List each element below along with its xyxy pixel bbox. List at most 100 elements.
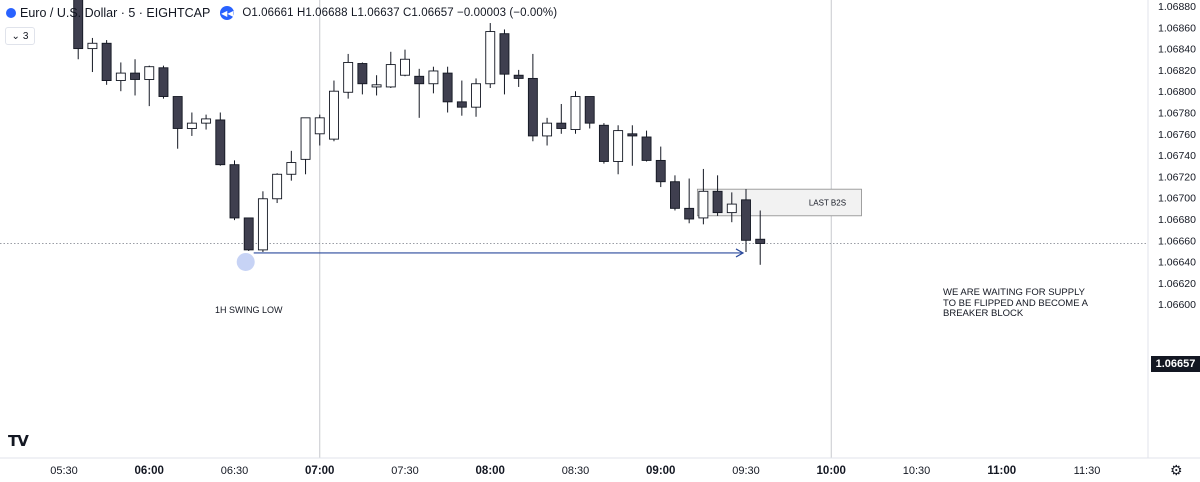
bullish-candle — [201, 118, 212, 124]
bullish-candle — [272, 173, 283, 200]
swing-low-dot — [236, 252, 255, 271]
bullish-candle — [570, 96, 581, 130]
flag-icon — [6, 8, 16, 18]
bearish-candle — [130, 72, 140, 80]
bearish-candle — [442, 72, 453, 103]
time-tick-label: 07:30 — [391, 465, 419, 477]
bearish-candle — [670, 181, 680, 209]
bullish-candle — [428, 70, 439, 85]
bearish-candle — [584, 96, 595, 124]
bullish-candle — [471, 83, 481, 108]
bullish-candle — [314, 117, 325, 135]
bearish-candle — [712, 190, 723, 214]
time-tick-label: 11:30 — [1074, 465, 1101, 477]
bearish-candle — [172, 96, 183, 129]
time-tick-label: 08:30 — [562, 465, 590, 477]
bearish-candle — [414, 75, 425, 85]
bearish-candle — [73, 0, 84, 50]
price-axis-bg — [1148, 0, 1200, 458]
bearish-candle — [215, 119, 226, 166]
note-line-2: TO BE FLIPPED AND BECOME A — [943, 297, 1089, 309]
price-tick-label: 1.06700 — [1158, 193, 1196, 205]
price-tick-label: 1.06620 — [1158, 278, 1196, 290]
bearish-candle — [243, 217, 254, 251]
price-tick-label: 1.06780 — [1158, 108, 1196, 120]
ohlc-readout: O1.06661 H1.06688 L1.06637 C1.06657 −0.0… — [242, 7, 557, 19]
bullish-candle — [87, 42, 98, 50]
price-tick-label: 1.06820 — [1158, 65, 1196, 77]
time-tick-label: 10:30 — [903, 465, 931, 477]
bearish-candle — [684, 207, 695, 220]
bullish-candle — [371, 84, 382, 88]
bullish-candle — [400, 58, 410, 76]
chevron-down-icon: ⌄ — [11, 30, 20, 42]
time-tick-label: 09:30 — [732, 465, 760, 477]
time-tick-label: 06:00 — [135, 465, 164, 477]
tradingview-logo[interactable]: TV — [8, 432, 29, 450]
bearish-candle — [741, 199, 751, 241]
indicator-collapse-button[interactable]: ⌄ 3 — [5, 27, 35, 45]
bearish-candle — [598, 124, 609, 162]
bullish-candle — [698, 190, 709, 219]
candle-layer — [73, 0, 766, 265]
bearish-candle — [641, 136, 652, 161]
price-tick-label: 1.06720 — [1158, 171, 1196, 183]
bullish-candle — [257, 198, 268, 251]
bearish-candle — [627, 133, 638, 137]
indicator-count: 3 — [22, 30, 29, 42]
symbol-header: Euro / U.S. Dollar · 5 · EIGHTCAP ◀◀ O1.… — [6, 6, 557, 20]
low-value: 1.06637 — [357, 7, 400, 19]
gear-icon[interactable]: ⚙ — [1170, 462, 1183, 478]
bearish-candle — [101, 42, 112, 82]
annotation-note: WE ARE WAITING FOR SUPPLY TO BE FLIPPED … — [943, 287, 1089, 320]
swing-low-label: 1H SWING LOW — [215, 305, 283, 315]
bearish-candle — [527, 77, 538, 137]
level-layer: 1H SWING LOW — [215, 248, 745, 315]
open-label: O — [242, 7, 252, 19]
high-label: H — [296, 7, 306, 19]
bearish-candle — [655, 159, 666, 183]
price-tick-label: 1.06800 — [1158, 86, 1196, 98]
zone-layer: LAST B2S — [696, 188, 862, 217]
time-tick-label: 08:00 — [476, 465, 505, 477]
high-value: 1.06688 — [305, 7, 348, 19]
close-value: 1.06657 — [411, 7, 454, 19]
price-tick-label: 1.06660 — [1158, 235, 1196, 247]
grid-layer — [0, 0, 1146, 458]
last-price-tag: 1.06657 — [1151, 356, 1200, 372]
price-tick-label: 1.06860 — [1158, 22, 1196, 34]
note-line-3: BREAKER BLOCK — [943, 308, 1024, 319]
price-tick-label: 1.06740 — [1158, 150, 1196, 162]
bearish-candle — [158, 67, 169, 97]
bullish-candle — [613, 130, 624, 162]
bearish-candle — [456, 101, 467, 108]
time-tick-label: 09:00 — [646, 465, 675, 477]
time-tick-label: 07:00 — [305, 465, 334, 477]
note-line-1: WE ARE WAITING FOR SUPPLY — [943, 287, 1085, 298]
change-value: −0.00003 (−0.00%) — [457, 7, 558, 19]
arrow-head — [735, 248, 745, 258]
bullish-candle — [115, 72, 126, 82]
symbol-title[interactable]: Euro / U.S. Dollar · 5 · EIGHTCAP — [20, 6, 211, 20]
bearish-candle — [755, 238, 766, 244]
bearish-candle — [229, 164, 240, 219]
rewind-icon[interactable]: ◀◀ — [220, 6, 235, 20]
bearish-candle — [513, 74, 524, 79]
price-tick-label: 1.06760 — [1158, 129, 1196, 141]
price-tick-label: 1.06840 — [1158, 44, 1196, 56]
bullish-candle — [343, 61, 354, 93]
price-tick-label: 1.06640 — [1158, 257, 1196, 269]
price-tick-label: 1.06680 — [1158, 214, 1196, 226]
bearish-candle — [499, 33, 510, 75]
bullish-candle — [726, 203, 737, 214]
zone-label: LAST B2S — [809, 198, 846, 207]
time-tick-label: 06:30 — [221, 465, 249, 477]
bullish-candle — [385, 64, 396, 88]
bullish-candle — [300, 117, 311, 160]
bullish-candle — [542, 122, 553, 137]
bullish-candle — [144, 66, 155, 80]
time-tick-label: 10:00 — [817, 465, 846, 477]
bullish-candle — [329, 90, 339, 140]
